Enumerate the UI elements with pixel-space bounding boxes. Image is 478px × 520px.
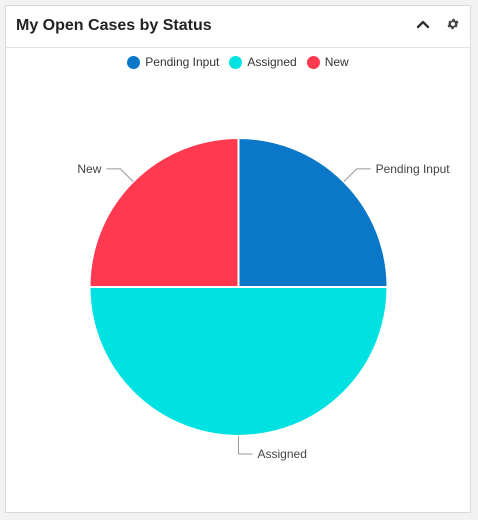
slice-label: Pending Input xyxy=(376,162,451,176)
legend-swatch xyxy=(229,55,243,69)
slice-label: Assigned xyxy=(258,447,307,461)
slice-label: New xyxy=(77,162,101,176)
dashlet-title: My Open Cases by Status xyxy=(16,17,212,34)
chevron-up-icon[interactable] xyxy=(414,15,432,33)
dashlet-header: My Open Cases by Status xyxy=(6,6,470,48)
legend-item[interactable]: Assigned xyxy=(229,55,297,69)
leader-line xyxy=(106,168,134,182)
legend-swatch xyxy=(306,55,320,69)
header-actions xyxy=(414,15,462,33)
pie-slice-pending-input[interactable] xyxy=(237,136,389,288)
legend-label: New xyxy=(324,55,349,69)
legend-item[interactable]: New xyxy=(306,55,349,69)
legend-label: Assigned xyxy=(247,55,297,69)
legend-item[interactable]: Pending Input xyxy=(127,55,219,69)
leader-line xyxy=(238,436,253,455)
chart-legend: Pending Input Assigned New xyxy=(6,55,470,69)
pie-slice-assigned[interactable] xyxy=(88,286,389,437)
leader-line xyxy=(343,168,371,182)
legend-swatch xyxy=(127,55,141,69)
pie-slice-new[interactable] xyxy=(88,136,240,288)
legend-label: Pending Input xyxy=(145,55,220,69)
gear-icon[interactable] xyxy=(444,15,462,33)
